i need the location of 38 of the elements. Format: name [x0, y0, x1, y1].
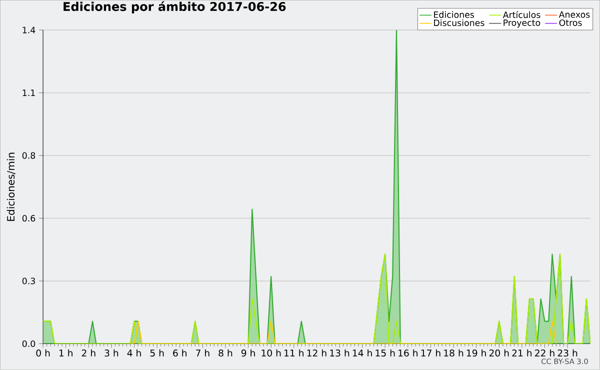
x-tick-label: 1 h [59, 349, 72, 357]
x-tick-label: 4 h [127, 349, 141, 357]
x-tick-label: 19 h [466, 349, 486, 357]
x-tick-label: 16 h [398, 349, 418, 357]
x-tick-label: 3 h [104, 349, 118, 357]
y-tick-label: 0.0 [22, 340, 36, 348]
y-tick-label: 0.6 [22, 215, 36, 222]
x-tick-label: 11 h [284, 349, 304, 357]
y-tick-label: 1.4 [22, 27, 36, 34]
x-tick-label: 2 h [82, 349, 96, 357]
x-tick-label: 0 h [36, 349, 50, 357]
legend-label: Ediciones [434, 11, 474, 18]
legend-label: Anexos [558, 11, 590, 18]
legend-label: Proyecto [504, 20, 540, 28]
x-tick-label: 12 h [307, 349, 326, 357]
x-tick-label: 22 h [535, 349, 554, 357]
x-tick-label: 17 h [421, 349, 440, 357]
y-axis-title: Ediciones/min [6, 152, 16, 221]
x-tick-label: 21 h [512, 349, 532, 357]
x-tick-label: 9 h [241, 349, 255, 357]
x-tick-label: 7 h [196, 349, 210, 357]
y-tick-label: 0.3 [22, 278, 35, 284]
legend-label: Artículos [502, 11, 540, 18]
x-tick-label: 13 h [330, 349, 350, 357]
x-tick-label: 18 h [444, 349, 464, 357]
x-tick-label: 10 h [262, 349, 281, 357]
y-tick-label: 0.8 [22, 152, 36, 159]
x-tick-label: 20 h [489, 349, 509, 357]
x-tick-label: 15 h [376, 349, 395, 357]
x-tick-label: 6 h [173, 349, 186, 357]
x-tick-label: 5 h [150, 349, 164, 357]
y-tick-label: 1.1 [22, 90, 35, 96]
x-tick-label: 14 h [352, 349, 372, 357]
chart-title: Ediciones por ámbito 2017-06-26 [64, 1, 286, 14]
legend-label: Otros [559, 20, 582, 26]
x-tick-label: 8 h [218, 349, 232, 357]
x-tick-label: 23 h [558, 349, 578, 357]
legend-label: Discusiones [434, 19, 484, 26]
